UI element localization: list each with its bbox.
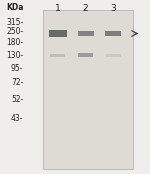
Text: 2: 2 <box>83 4 88 13</box>
FancyBboxPatch shape <box>49 30 67 37</box>
Text: KDa: KDa <box>6 3 23 12</box>
Text: 1: 1 <box>55 4 61 13</box>
FancyBboxPatch shape <box>50 54 65 57</box>
FancyBboxPatch shape <box>105 31 122 36</box>
Text: 52-: 52- <box>11 95 23 104</box>
FancyBboxPatch shape <box>78 31 94 36</box>
FancyBboxPatch shape <box>78 53 93 57</box>
Text: 130-: 130- <box>6 51 23 60</box>
Text: 180-: 180- <box>6 38 23 47</box>
Text: 315-: 315- <box>6 18 23 27</box>
Text: 250-: 250- <box>6 27 23 36</box>
Text: 95-: 95- <box>11 64 23 73</box>
Text: 43-: 43- <box>11 114 23 123</box>
Text: 3: 3 <box>111 4 116 13</box>
Text: 72-: 72- <box>11 78 23 88</box>
FancyBboxPatch shape <box>106 54 121 57</box>
FancyBboxPatch shape <box>43 10 133 169</box>
